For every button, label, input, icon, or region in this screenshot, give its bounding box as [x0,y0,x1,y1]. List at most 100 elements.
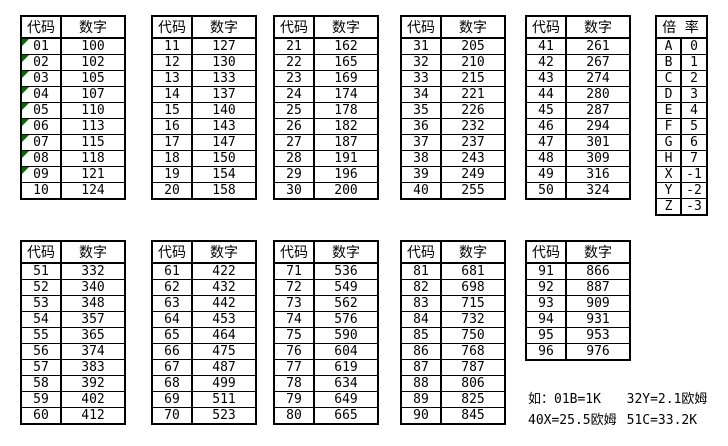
value-cell: 127 [191,37,257,55]
codes-31-40: 代码 数字 31 205 32 210 33 215 34 221 35 226 36 232 37 237 3… [400,15,506,200]
table-row: 68 499 [151,375,257,392]
table-row: 10 124 [20,182,126,200]
table-row: X -1 [655,166,708,183]
code-column-header: 代码 [400,15,442,39]
code-cell: 80 [273,407,315,425]
multiplier-header: 倍 率 [655,15,708,39]
table-row: 06 113 [20,118,126,135]
code-cell: 36 [400,118,442,135]
table-row: 81 681 [400,262,506,280]
value-cell: 475 [191,343,257,360]
value-column-header: 数字 [60,240,126,264]
value-cell: 154 [191,166,257,183]
table-row: 33 215 [400,70,506,87]
table-row: 72 549 [273,279,379,296]
code-cell: 95 [525,327,567,344]
codes-41-50: 代码 数字 41 261 42 267 43 274 44 280 45 287 46 294 47 301 4… [525,15,631,200]
multiplier-exponent-cell: 2 [680,70,708,87]
value-cell: 909 [565,295,631,312]
value-cell: 294 [565,118,631,135]
value-cell: 464 [191,327,257,344]
value-cell: 196 [313,166,379,183]
multiplier-letter-cell: Z [655,198,682,216]
cell-error-flag-triangle-icon [22,103,29,110]
value-cell: 316 [565,166,631,183]
table-row: 93 909 [525,295,631,312]
code-cell: 20 [151,182,193,200]
table-row: 51 332 [20,262,126,280]
value-cell: 280 [565,86,631,103]
value-cell: 301 [565,134,631,151]
table-row: 70 523 [151,407,257,425]
value-cell: 261 [565,37,631,55]
code-cell: 88 [400,375,442,392]
value-cell: 732 [440,311,506,328]
table-row: 54 357 [20,311,126,328]
code-cell: 96 [525,343,567,361]
value-cell: 825 [440,391,506,408]
value-cell: 750 [440,327,506,344]
multiplier-letter-cell: G [655,134,682,151]
value-cell: 205 [440,37,506,55]
code-cell: 17 [151,134,193,151]
codes-01-10: 代码 数字 01 100 02 102 03 105 04 107 05 110 06 113 07 115 0… [20,15,126,200]
multiplier-exponent-cell: -3 [680,198,708,216]
example-line2-right: 51C=33.2K [626,413,698,428]
table-row: 12 130 [151,54,257,71]
codes-51-60: 代码 数字 51 332 52 340 53 348 54 357 55 365 56 374 57 383 5… [20,240,126,425]
table-row: 48 309 [525,150,631,167]
code-cell: 06 [20,118,62,135]
code-cell: 94 [525,311,567,328]
table-row: 89 825 [400,391,506,408]
table-row: 25 178 [273,102,379,119]
table-row: 52 340 [20,279,126,296]
multiplier-exponent-cell: 4 [680,102,708,119]
code-cell: 73 [273,295,315,312]
table-row: 58 392 [20,375,126,392]
code-cell: 69 [151,391,193,408]
code-cell: 46 [525,118,567,135]
multiplier-letter-cell: D [655,86,682,103]
code-cell: 41 [525,37,567,55]
cell-error-flag-triangle-icon [22,87,29,94]
table-row: 11 127 [151,37,257,55]
table-row: 23 169 [273,70,379,87]
code-cell: 52 [20,279,62,296]
code-cell: 90 [400,407,442,425]
value-column-header: 数字 [191,15,257,39]
code-cell: 67 [151,359,193,376]
table-row: 05 110 [20,102,126,119]
code-column-header: 代码 [20,240,62,264]
value-cell: 309 [565,150,631,167]
code-cell: 84 [400,311,442,328]
code-cell: 15 [151,102,193,119]
value-cell: 324 [565,182,631,200]
code-column-header: 代码 [273,15,315,39]
value-cell: 107 [60,86,126,103]
code-table-51-60: 代码 数字 51 332 52 340 53 348 54 357 55 365 56 374 57 383 5… [20,240,126,425]
value-cell: 121 [60,166,126,183]
code-cell: 28 [273,150,315,167]
table-row: 01 100 [20,37,126,55]
example-notes: 如：01B=1K 32Y=2.1欧姆 40X=25.5欧姆 51C=33.2K [528,391,707,430]
table-row: 78 634 [273,375,379,392]
value-cell: 113 [60,118,126,135]
value-cell: 232 [440,118,506,135]
value-cell: 887 [565,279,631,296]
code-cell: 62 [151,279,193,296]
value-cell: 590 [313,327,379,344]
code-table-81-90: 代码 数字 81 681 82 698 83 715 84 732 85 750 86 768 87 787 8… [400,240,506,425]
code-column-header: 代码 [400,240,442,264]
multiplier-exponent-cell: 6 [680,134,708,151]
multiplier-letter-cell: F [655,118,682,135]
code-cell: 85 [400,327,442,344]
value-cell: 665 [313,407,379,425]
value-cell: 634 [313,375,379,392]
value-cell: 110 [60,102,126,119]
table-row: 56 374 [20,343,126,360]
value-cell: 118 [60,150,126,167]
